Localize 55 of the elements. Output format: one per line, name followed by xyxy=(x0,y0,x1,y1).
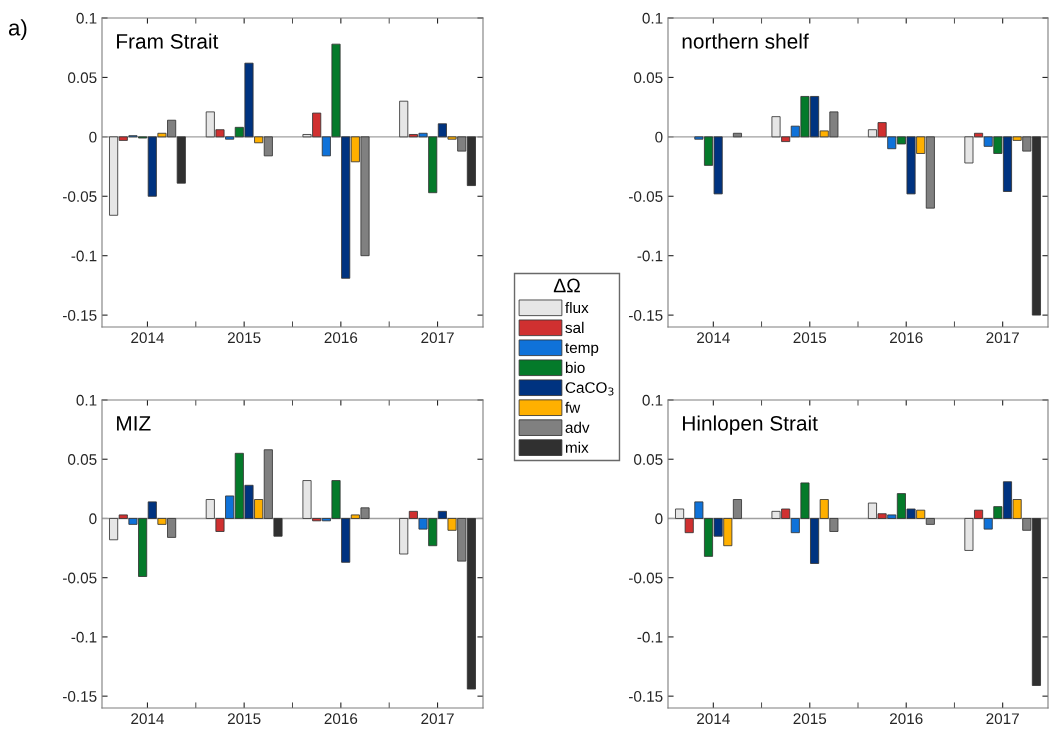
x-tick-label: 2014 xyxy=(131,332,164,344)
y-tick-label: 0.05 xyxy=(68,454,97,465)
y-tick-label: 0.05 xyxy=(68,72,97,84)
text: a) xyxy=(8,19,27,40)
y-tick-label: 0.05 xyxy=(634,454,663,465)
y-tick-label: -0.05 xyxy=(63,191,97,202)
legend-label: flux xyxy=(565,301,589,314)
legend-label: fw xyxy=(565,401,581,413)
y-tick-label: -0.05 xyxy=(63,572,97,584)
x-tick-label: 2014 xyxy=(131,713,164,725)
y-tick-label: 0 xyxy=(89,131,97,143)
legend-label: mix xyxy=(565,441,589,453)
bar xyxy=(732,132,742,138)
y-tick-label: 0.1 xyxy=(642,12,663,24)
y-tick-label: 0 xyxy=(655,131,663,143)
x-tick-label: 2015 xyxy=(793,713,827,725)
x-tick-label: 2015 xyxy=(227,332,261,344)
y-tick-label: -0.1 xyxy=(71,631,97,643)
y-tick-label: -0.15 xyxy=(63,309,97,321)
y-tick-label: -0.15 xyxy=(63,691,97,702)
y-tick-label: -0.15 xyxy=(629,309,663,321)
y-tick-label: 0.1 xyxy=(76,394,97,406)
y-tick-label: -0.1 xyxy=(637,250,663,262)
legend-label: bio xyxy=(565,361,585,374)
y-tick-label: 0 xyxy=(655,513,663,525)
legend-label: temp xyxy=(565,343,599,357)
x-tick-label: 2016 xyxy=(890,713,923,725)
legend-label: sal xyxy=(565,321,584,334)
x-tick-label: 2017 xyxy=(986,332,1019,344)
x-tick-label: 2017 xyxy=(421,332,454,344)
text: MIZ xyxy=(117,416,151,431)
y-tick-label: -0.05 xyxy=(629,191,663,202)
legend-label: CaCO$_{3}$ xyxy=(565,382,614,396)
legend-label: adv xyxy=(565,421,590,433)
text: northern shelf xyxy=(682,33,809,49)
x-tick-label: 2017 xyxy=(421,713,454,725)
y-tick-label: -0.1 xyxy=(71,250,97,262)
x-tick-label: 2015 xyxy=(227,713,261,725)
legend-title: ΔΩ xyxy=(553,278,580,293)
x-tick-label: 2017 xyxy=(986,713,1019,725)
y-tick-label: 0.05 xyxy=(634,72,663,84)
x-tick-label: 2016 xyxy=(890,332,923,344)
y-tick-label: -0.1 xyxy=(637,631,663,643)
y-tick-label: -0.15 xyxy=(629,691,663,702)
x-tick-label: 2016 xyxy=(324,713,358,725)
text: Fram Strait xyxy=(117,33,219,49)
text: Hinlopen Strait xyxy=(683,415,818,435)
x-tick-label: 2015 xyxy=(793,332,827,344)
y-tick-label: 0 xyxy=(89,513,97,525)
y-tick-label: 0.1 xyxy=(642,394,663,406)
y-tick-label: -0.05 xyxy=(629,572,663,584)
x-tick-label: 2014 xyxy=(697,332,730,344)
x-tick-label: 2016 xyxy=(324,332,358,344)
x-tick-label: 2014 xyxy=(697,713,730,725)
y-tick-label: 0.1 xyxy=(76,12,97,24)
